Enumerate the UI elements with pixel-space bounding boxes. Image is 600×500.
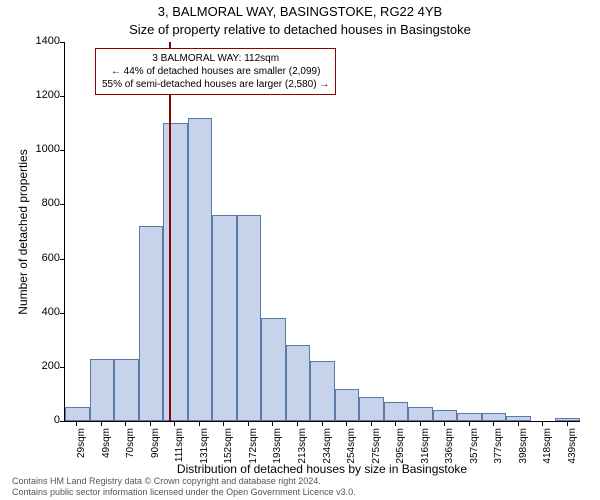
plot-area: 3 BALMORAL WAY: 112sqm ← 44% of detached… (64, 42, 580, 422)
y-tick-label: 1000 (10, 143, 60, 155)
footer-line2: Contains public sector information licen… (12, 487, 356, 498)
x-tick-label: 439sqm (567, 428, 578, 468)
x-tick-label: 70sqm (125, 428, 136, 468)
histogram-bar (163, 123, 188, 421)
x-tick-mark (150, 422, 151, 426)
histogram-bar (335, 389, 360, 421)
y-tick-mark (60, 42, 64, 43)
histogram-bar (261, 318, 286, 421)
x-tick-label: 336sqm (444, 428, 455, 468)
x-tick-label: 418sqm (542, 428, 553, 468)
footer-attribution: Contains HM Land Registry data © Crown c… (12, 476, 356, 498)
y-tick-mark (60, 96, 64, 97)
x-tick-mark (272, 422, 273, 426)
x-tick-label: 111sqm (174, 428, 185, 468)
annotation-line1: 3 BALMORAL WAY: 112sqm (102, 52, 329, 65)
x-tick-mark (322, 422, 323, 426)
x-tick-label: 398sqm (518, 428, 529, 468)
x-tick-label: 49sqm (101, 428, 112, 468)
x-tick-label: 254sqm (346, 428, 357, 468)
x-tick-mark (493, 422, 494, 426)
histogram-bar (212, 215, 237, 421)
annotation-line2: ← 44% of detached houses are smaller (2,… (102, 65, 329, 78)
x-tick-mark (469, 422, 470, 426)
x-tick-mark (101, 422, 102, 426)
histogram-bar (359, 397, 384, 421)
histogram-bar (114, 359, 139, 421)
histogram-bar (555, 418, 580, 421)
y-tick-mark (60, 150, 64, 151)
x-tick-label: 152sqm (223, 428, 234, 468)
histogram-bar (433, 410, 458, 421)
x-tick-mark (125, 422, 126, 426)
histogram-bar (90, 359, 115, 421)
y-tick-label: 1400 (10, 35, 60, 47)
annotation-box: 3 BALMORAL WAY: 112sqm ← 44% of detached… (95, 48, 336, 95)
y-tick-label: 800 (10, 197, 60, 209)
x-tick-label: 377sqm (493, 428, 504, 468)
y-tick-mark (60, 421, 64, 422)
x-tick-label: 172sqm (248, 428, 259, 468)
x-tick-mark (248, 422, 249, 426)
x-tick-mark (420, 422, 421, 426)
x-tick-mark (76, 422, 77, 426)
y-tick-label: 200 (10, 360, 60, 372)
x-tick-mark (346, 422, 347, 426)
histogram-bar (482, 413, 507, 421)
histogram-bar (188, 118, 213, 421)
histogram-bar (384, 402, 409, 421)
x-tick-mark (444, 422, 445, 426)
histogram-bar (457, 413, 482, 421)
histogram-bar (139, 226, 164, 421)
histogram-bar (237, 215, 262, 421)
y-tick-label: 0 (10, 414, 60, 426)
y-tick-label: 600 (10, 252, 60, 264)
footer-line1: Contains HM Land Registry data © Crown c… (12, 476, 356, 487)
y-tick-label: 400 (10, 306, 60, 318)
histogram-bar (408, 407, 433, 421)
x-tick-label: 193sqm (272, 428, 283, 468)
x-tick-mark (199, 422, 200, 426)
histogram-bar (65, 407, 90, 421)
x-tick-mark (395, 422, 396, 426)
x-tick-label: 234sqm (322, 428, 333, 468)
x-tick-mark (223, 422, 224, 426)
x-tick-label: 90sqm (150, 428, 161, 468)
y-tick-mark (60, 204, 64, 205)
x-tick-label: 316sqm (420, 428, 431, 468)
chart-container: 3, BALMORAL WAY, BASINGSTOKE, RG22 4YB S… (0, 0, 600, 500)
y-tick-mark (60, 367, 64, 368)
x-tick-label: 295sqm (395, 428, 406, 468)
histogram-bar (506, 416, 531, 421)
chart-title-line2: Size of property relative to detached ho… (0, 22, 600, 37)
x-tick-mark (542, 422, 543, 426)
histogram-bar (310, 361, 335, 421)
y-tick-mark (60, 313, 64, 314)
x-tick-mark (371, 422, 372, 426)
annotation-line3: 55% of semi-detached houses are larger (… (102, 78, 329, 91)
chart-title-line1: 3, BALMORAL WAY, BASINGSTOKE, RG22 4YB (0, 4, 600, 19)
x-tick-label: 213sqm (297, 428, 308, 468)
x-tick-label: 275sqm (371, 428, 382, 468)
x-tick-label: 131sqm (199, 428, 210, 468)
x-tick-label: 357sqm (469, 428, 480, 468)
x-tick-mark (518, 422, 519, 426)
marker-line (169, 42, 171, 421)
y-tick-label: 1200 (10, 89, 60, 101)
x-tick-label: 29sqm (76, 428, 87, 468)
x-tick-mark (567, 422, 568, 426)
x-tick-mark (297, 422, 298, 426)
y-tick-mark (60, 259, 64, 260)
x-tick-mark (174, 422, 175, 426)
histogram-bar (286, 345, 311, 421)
